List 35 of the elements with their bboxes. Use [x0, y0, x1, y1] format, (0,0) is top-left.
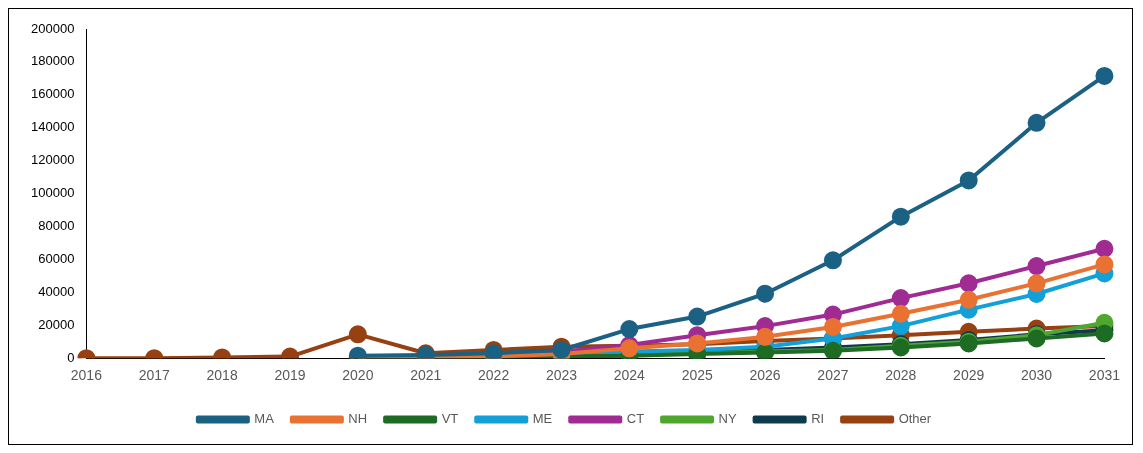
y-tick-label: 160000: [30, 86, 75, 102]
legend-label: NH: [348, 411, 368, 427]
x-tick-label: 2028: [885, 367, 917, 384]
y-tick-label: 200000: [30, 20, 75, 36]
x-tick-label: 2016: [70, 367, 103, 384]
x-tick-label: 2017: [138, 367, 171, 384]
x-tick-label: 2019: [274, 367, 306, 384]
legend-label: VT: [441, 411, 459, 427]
y-tick-label: 80000: [38, 218, 75, 234]
legend-label: NY: [718, 411, 737, 427]
legend-label: MA: [254, 411, 275, 427]
y-tick-label: 180000: [30, 53, 75, 69]
y-tick-label: 60000: [38, 251, 75, 267]
x-tick-label: 2027: [817, 367, 849, 384]
x-tick-label: 2021: [410, 367, 442, 384]
x-tick-label: 2025: [681, 367, 713, 384]
y-tick-label: 0: [67, 349, 75, 365]
legend-label: RI: [811, 411, 825, 427]
x-tick-label: 2020: [342, 367, 374, 384]
y-tick-label: 40000: [38, 283, 75, 299]
x-tick-label: 2029: [953, 367, 985, 384]
y-tick-label: 100000: [30, 185, 75, 201]
legend-label: ME: [532, 411, 553, 427]
x-tick-label: 2030: [1020, 367, 1053, 384]
legend-label: CT: [626, 411, 645, 427]
x-tick-label: 2023: [545, 367, 578, 384]
y-tick-label: 140000: [30, 119, 75, 135]
x-tick-label: 2026: [749, 367, 781, 384]
x-tick-label: 2022: [478, 367, 510, 384]
y-tick-label: 20000: [38, 316, 75, 332]
legend-label: Other: [898, 411, 932, 427]
x-tick-label: 2018: [206, 367, 238, 384]
x-tick-label: 2031: [1088, 367, 1121, 384]
x-tick-label: 2024: [613, 367, 646, 384]
y-tick-label: 120000: [30, 152, 75, 168]
